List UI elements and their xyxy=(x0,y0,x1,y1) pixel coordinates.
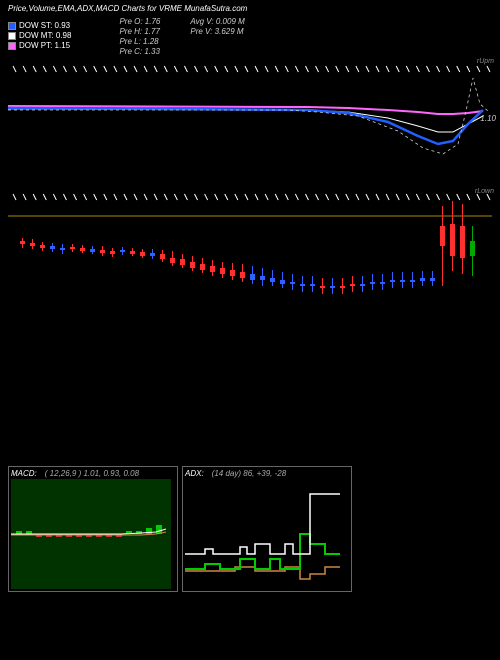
legend-dow-mt: DOW MT: 0.98 xyxy=(8,31,71,40)
top-info-area: DOW ST: 0.93 DOW MT: 0.98 DOW PT: 1.15 P… xyxy=(0,17,500,56)
rs-bot-label: rLown xyxy=(475,188,494,195)
pre-open: Pre O: 1.76 xyxy=(119,17,160,26)
price-chart xyxy=(8,186,492,406)
legend-label-st: DOW ST: 0.93 xyxy=(19,21,70,30)
pre-close: Pre C: 1.33 xyxy=(119,47,160,56)
rs-top-label: rUpm xyxy=(477,58,494,65)
chart-header: Price,Volume,EMA,ADX,MACD Charts for VRM… xyxy=(0,0,500,17)
legend-dow-pt: DOW PT: 1.15 xyxy=(8,41,71,50)
indicator-panels: MACD: ( 12,26,9 ) 1.01, 0.93, 0.08 ADX: … xyxy=(0,466,500,592)
ema-chart xyxy=(8,56,492,186)
pre-volume: Pre V: 3.629 M xyxy=(190,27,244,36)
macd-panel: MACD: ( 12,26,9 ) 1.01, 0.93, 0.08 xyxy=(8,466,178,592)
adx-chart xyxy=(185,479,345,589)
pre-low: Pre L: 1.28 xyxy=(119,37,160,46)
chart-title: Price,Volume,EMA,ADX,MACD Charts for VRM… xyxy=(8,4,247,13)
info-columns: Pre O: 1.76 Pre H: 1.77 Pre L: 1.28 Pre … xyxy=(119,17,244,56)
adx-title-row: ADX: (14 day) 86, +39, -28 xyxy=(185,469,349,478)
adx-panel: ADX: (14 day) 86, +39, -28 xyxy=(182,466,352,592)
pre-high: Pre H: 1.77 xyxy=(119,27,160,36)
legend-label-pt: DOW PT: 1.15 xyxy=(19,41,70,50)
macd-params: ( 12,26,9 ) 1.01, 0.93, 0.08 xyxy=(45,469,139,478)
swatch-pt xyxy=(8,42,16,50)
legend-label-mt: DOW MT: 0.98 xyxy=(19,31,71,40)
ema-chart-wrap: rUpm 1.10 xyxy=(8,56,500,186)
legend-block: DOW ST: 0.93 DOW MT: 0.98 DOW PT: 1.15 xyxy=(0,17,79,56)
info-col-ohlc: Pre O: 1.76 Pre H: 1.77 Pre L: 1.28 Pre … xyxy=(119,17,160,56)
macd-title-row: MACD: ( 12,26,9 ) 1.01, 0.93, 0.08 xyxy=(11,469,175,478)
adx-params: (14 day) 86, +39, -28 xyxy=(212,469,287,478)
info-col-vol: Avg V: 0.009 M Pre V: 3.629 M xyxy=(190,17,244,56)
price-label: 1.10 xyxy=(480,114,496,123)
avg-volume: Avg V: 0.009 M xyxy=(190,17,244,26)
legend-dow-st: DOW ST: 0.93 xyxy=(8,21,71,30)
swatch-st xyxy=(8,22,16,30)
macd-chart xyxy=(11,479,171,589)
price-chart-wrap: rLown xyxy=(8,186,500,406)
swatch-mt xyxy=(8,32,16,40)
adx-title: ADX: xyxy=(185,469,204,478)
macd-title: MACD: xyxy=(11,469,37,478)
spacer xyxy=(0,406,500,466)
